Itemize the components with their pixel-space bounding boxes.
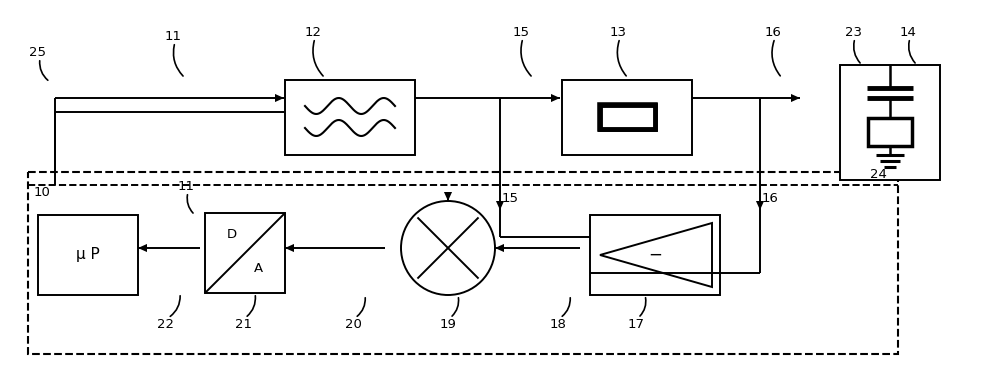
Text: 23: 23 xyxy=(844,26,862,38)
Text: 13: 13 xyxy=(610,26,626,38)
Text: 11: 11 xyxy=(164,29,182,42)
Bar xyxy=(600,105,655,129)
Text: D: D xyxy=(227,229,237,241)
Text: μ P: μ P xyxy=(76,247,100,262)
Circle shape xyxy=(401,201,495,295)
Text: 24: 24 xyxy=(870,168,886,182)
Polygon shape xyxy=(756,201,764,210)
Text: 18: 18 xyxy=(550,318,566,332)
Text: 14: 14 xyxy=(900,26,916,38)
Text: 16: 16 xyxy=(765,26,781,38)
Text: 17: 17 xyxy=(628,318,644,332)
Polygon shape xyxy=(444,192,452,201)
Bar xyxy=(600,105,655,129)
Polygon shape xyxy=(275,94,284,102)
Text: 19: 19 xyxy=(440,318,456,332)
Bar xyxy=(840,65,940,180)
Polygon shape xyxy=(138,244,147,252)
Polygon shape xyxy=(600,223,712,287)
Text: 16: 16 xyxy=(762,191,778,205)
Polygon shape xyxy=(496,201,504,210)
Bar xyxy=(28,172,898,354)
Bar xyxy=(868,118,912,146)
Bar xyxy=(285,80,415,155)
Text: 22: 22 xyxy=(158,318,175,332)
Bar xyxy=(38,215,138,295)
Text: 11: 11 xyxy=(178,179,194,193)
Text: 10: 10 xyxy=(34,185,50,199)
Text: −: − xyxy=(648,246,662,264)
Text: 25: 25 xyxy=(30,45,46,59)
Bar xyxy=(590,215,720,295)
Bar xyxy=(603,108,652,126)
Polygon shape xyxy=(791,94,800,102)
Text: 15: 15 xyxy=(512,26,530,38)
Text: 21: 21 xyxy=(234,318,252,332)
Polygon shape xyxy=(551,94,560,102)
Text: 15: 15 xyxy=(502,191,518,205)
Polygon shape xyxy=(495,244,504,252)
Polygon shape xyxy=(285,244,294,252)
Text: 20: 20 xyxy=(345,318,361,332)
Text: 12: 12 xyxy=(304,26,322,38)
Polygon shape xyxy=(205,213,285,293)
Bar xyxy=(562,80,692,155)
Text: A: A xyxy=(253,261,263,274)
